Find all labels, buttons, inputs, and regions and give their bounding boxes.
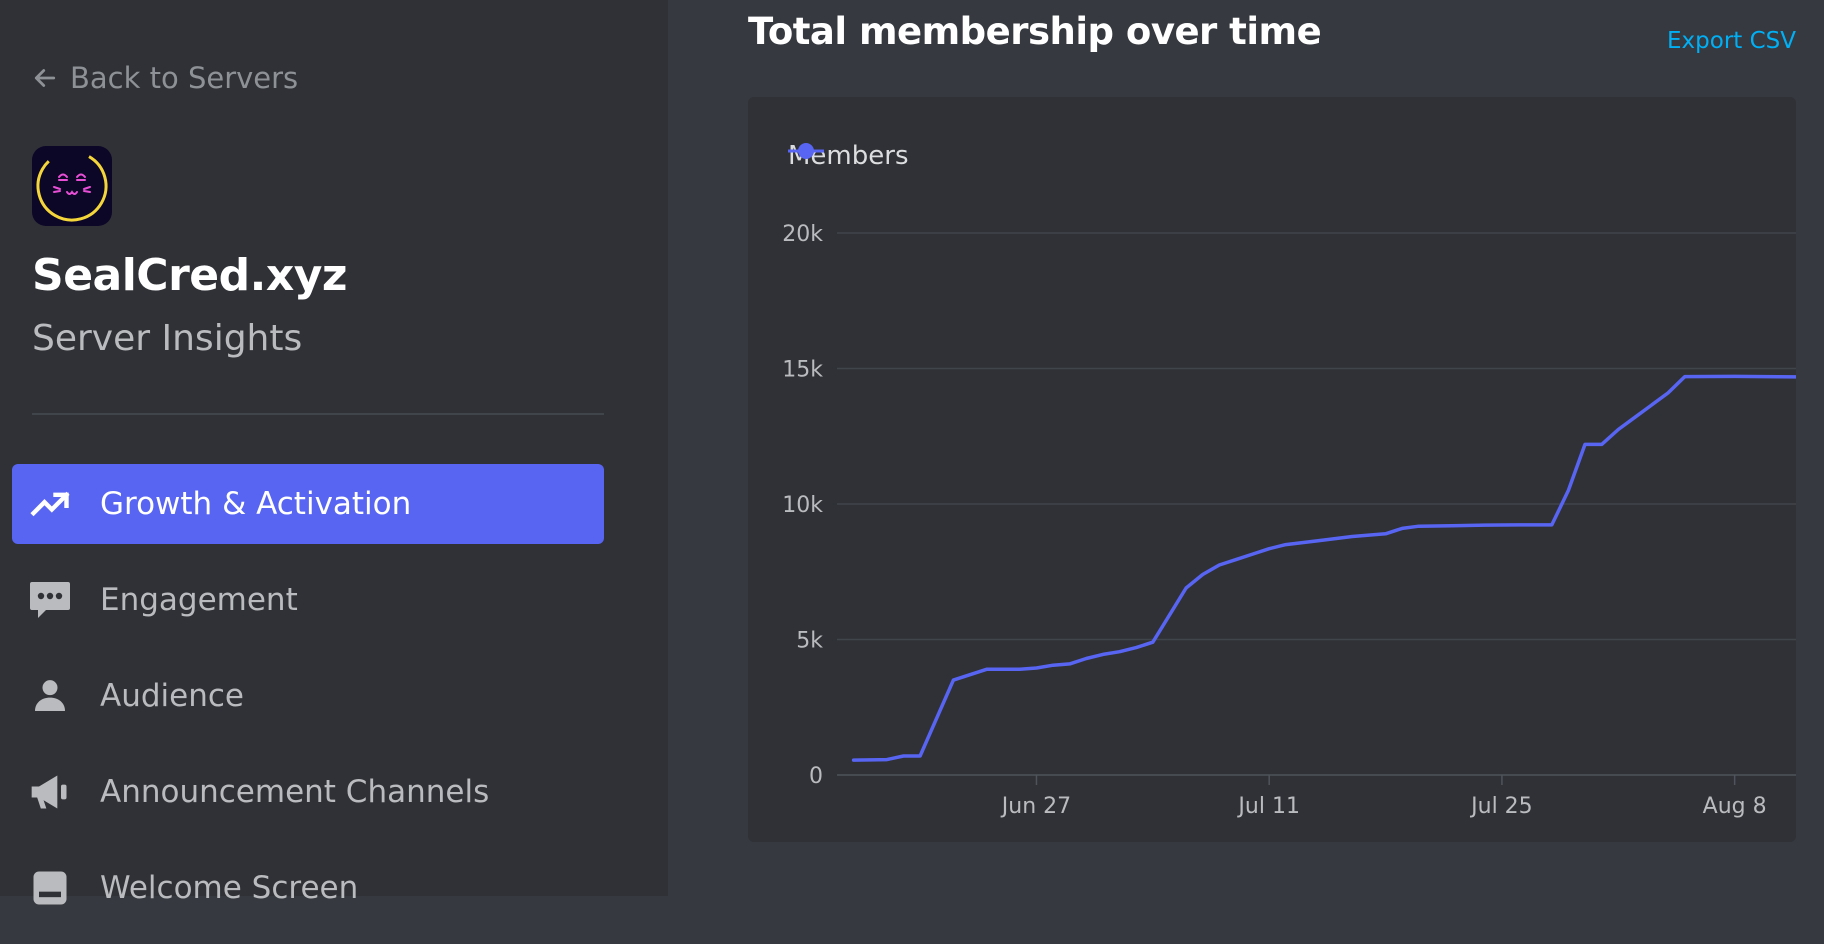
- main-content: Total membership over time Export CSV Me…: [668, 0, 1824, 896]
- nav-item-label: Welcome Screen: [100, 870, 359, 906]
- y-tick-label: 10k: [782, 493, 823, 518]
- back-label: Back to Servers: [70, 61, 299, 95]
- series-line-members[interactable]: [851, 374, 1796, 762]
- server-icon: [32, 146, 112, 226]
- arrow-left-icon: [34, 69, 56, 87]
- server-subtitle: Server Insights: [32, 318, 303, 359]
- x-tick-label: Jun 27: [1000, 794, 1071, 819]
- nav-item-audience[interactable]: Audience: [12, 656, 604, 736]
- trending-up-icon: [26, 480, 74, 528]
- nav-item-label: Audience: [100, 678, 244, 714]
- nav-item-label: Growth & Activation: [100, 486, 412, 522]
- welcome-screen-icon: [26, 864, 74, 912]
- y-tick-label: 20k: [782, 222, 823, 247]
- nav-item-growth-activation[interactable]: Growth & Activation: [12, 464, 604, 544]
- megaphone-icon: [26, 768, 74, 816]
- person-icon: [26, 672, 74, 720]
- sidebar-divider: [32, 413, 604, 415]
- membership-chart-card: Members 0 5k 10k 15k 20k Jun 27 Jul 11 Jul 25 Au…: [748, 97, 1796, 842]
- nav-item-welcome-screen[interactable]: Welcome Screen: [12, 848, 604, 928]
- membership-line-chart: 0 5k 10k 15k 20k Jun 27 Jul 11 Jul 25 Aug 8: [782, 222, 1796, 819]
- legend-marker-icon: [788, 143, 824, 159]
- export-csv-link[interactable]: Export CSV: [1667, 28, 1796, 54]
- insights-nav: Growth & Activation Engagement Audience: [12, 464, 604, 944]
- x-tick-label: Aug 8: [1703, 794, 1767, 819]
- server-name: SealCred.xyz: [32, 250, 348, 301]
- chat-bubble-icon: [26, 576, 74, 624]
- chart-legend[interactable]: Members: [788, 141, 909, 171]
- y-tick-label: 0: [809, 764, 823, 789]
- y-tick-label: 15k: [782, 358, 823, 383]
- x-tick-label: Jul 25: [1469, 794, 1533, 819]
- nav-item-label: Engagement: [100, 582, 298, 618]
- y-tick-label: 5k: [796, 629, 823, 654]
- nav-item-announcement-channels[interactable]: Announcement Channels: [12, 752, 604, 832]
- back-to-servers-link[interactable]: Back to Servers: [30, 58, 298, 98]
- nav-item-engagement[interactable]: Engagement: [12, 560, 604, 640]
- nav-item-label: Announcement Channels: [100, 774, 490, 810]
- x-tick-label: Jul 11: [1236, 794, 1300, 819]
- sidebar: Back to Servers SealCred.xyz Server Insi…: [0, 0, 668, 906]
- chart-title: Total membership over time: [748, 10, 1322, 53]
